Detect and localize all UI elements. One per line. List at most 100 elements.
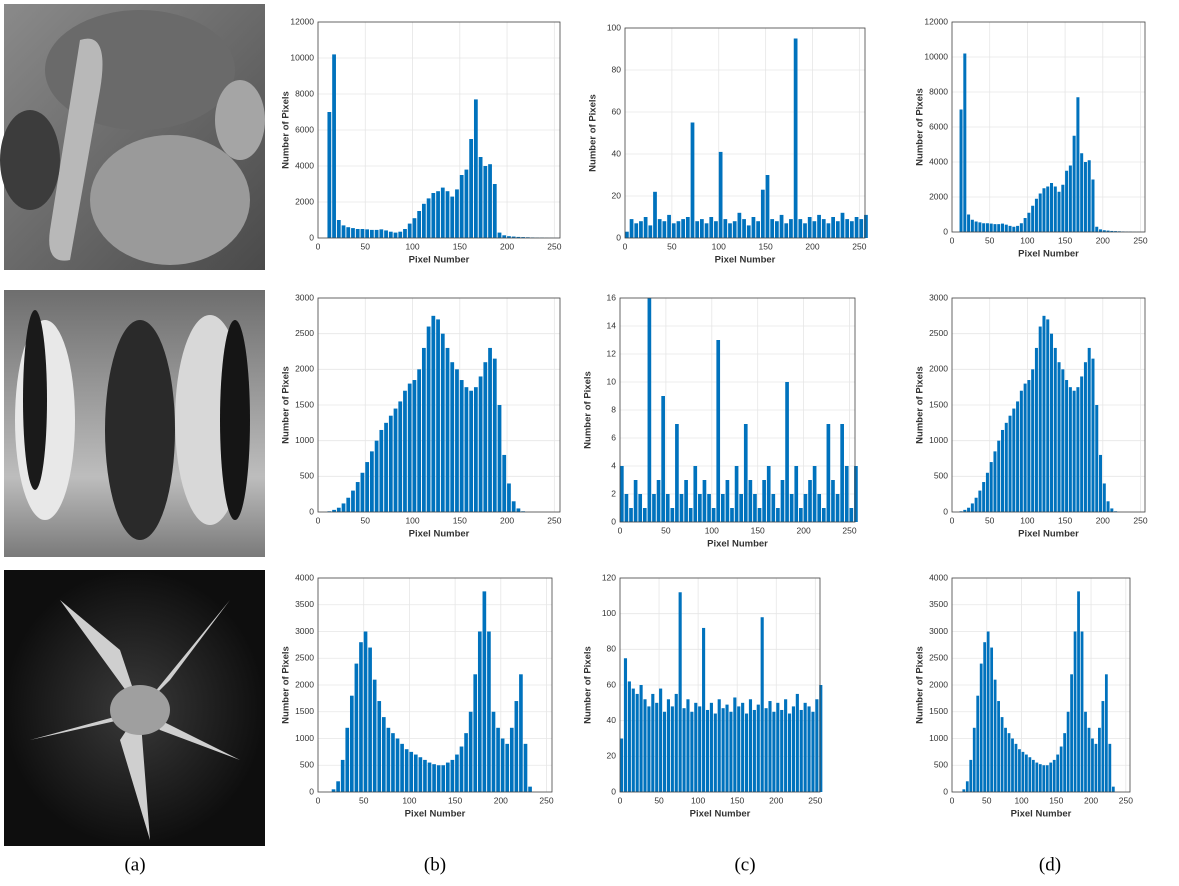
- x-axis-label: Pixel Number: [409, 255, 470, 266]
- bar: [826, 424, 831, 522]
- image-peppers: [0, 4, 265, 270]
- bar: [676, 221, 681, 238]
- bar: [1042, 188, 1046, 232]
- y-tick-label: 500: [934, 760, 948, 770]
- bar: [688, 508, 693, 522]
- x-tick-label: 150: [759, 241, 773, 251]
- bar: [483, 362, 488, 512]
- bar: [436, 191, 440, 238]
- bar: [756, 704, 760, 792]
- bar: [720, 494, 725, 522]
- bar: [985, 472, 989, 512]
- bar: [1083, 162, 1087, 232]
- bar: [690, 711, 694, 792]
- y-axis-label: Number of Pixels: [915, 646, 926, 724]
- y-tick-label: 500: [300, 471, 314, 481]
- panel-label: (c): [734, 854, 755, 875]
- bar: [1007, 733, 1011, 792]
- y-tick-label: 40: [612, 148, 622, 158]
- x-tick-label: 200: [1084, 795, 1098, 805]
- bar: [967, 507, 971, 512]
- x-tick-label: 100: [1020, 515, 1034, 525]
- bar: [698, 706, 702, 792]
- bar: [787, 713, 792, 792]
- bar: [469, 390, 474, 512]
- bar: [993, 224, 997, 232]
- bar: [1095, 405, 1099, 512]
- bar: [374, 440, 379, 512]
- bar: [739, 494, 744, 522]
- bar: [969, 759, 973, 792]
- y-tick-label: 2: [611, 488, 616, 498]
- bar: [737, 706, 741, 792]
- y-axis-label: Number of Pixels: [915, 88, 926, 166]
- bar: [377, 701, 382, 792]
- bar: [507, 236, 511, 238]
- bar: [815, 699, 819, 792]
- bar: [1034, 198, 1038, 232]
- y-tick-label: 2500: [295, 653, 314, 663]
- panel-label: (a): [124, 854, 145, 875]
- bar: [386, 727, 391, 792]
- bar: [716, 340, 721, 522]
- bar: [670, 706, 674, 792]
- bar: [365, 229, 370, 238]
- bar: [1050, 333, 1054, 512]
- axes-box: [951, 577, 1131, 793]
- bar: [819, 685, 823, 792]
- bar: [431, 193, 436, 238]
- bar: [835, 494, 840, 522]
- bar: [379, 229, 384, 238]
- x-tick-label: 150: [1049, 795, 1063, 805]
- bar: [365, 462, 370, 512]
- bar: [1049, 762, 1053, 792]
- bar: [354, 663, 359, 792]
- y-tick-label: 1500: [929, 706, 948, 716]
- bar: [993, 451, 997, 512]
- bar: [982, 482, 986, 512]
- x-tick-label: 100: [705, 525, 719, 535]
- histogram-chart: 0 2000 4000 6000 8000 10000 12000 0 50 100 150 200 2…: [915, 16, 1148, 259]
- bar: [807, 706, 811, 792]
- bar: [488, 164, 492, 238]
- bar: [674, 693, 678, 792]
- y-tick-label: 0: [611, 516, 616, 526]
- bar: [686, 699, 690, 792]
- bar: [647, 706, 651, 792]
- bar: [647, 298, 652, 522]
- bar: [1091, 738, 1094, 792]
- bar: [1004, 727, 1007, 792]
- bar: [1004, 224, 1008, 232]
- y-tick-label: 10000: [290, 52, 314, 62]
- bar: [1050, 183, 1054, 232]
- bar: [700, 219, 704, 238]
- bar: [372, 679, 377, 792]
- bar: [698, 494, 702, 522]
- bar: [974, 497, 978, 512]
- y-tick-label: 100: [607, 22, 621, 32]
- bar: [1057, 362, 1061, 512]
- bar: [794, 466, 799, 522]
- bar: [723, 219, 728, 238]
- histogram-chart: 0 2 4 6 8 10 12 14 16 0 50 100 150 200 250 Pixel Number…: [583, 292, 858, 550]
- bar: [746, 225, 751, 238]
- x-tick-label: 100: [405, 515, 419, 525]
- bar: [643, 699, 647, 792]
- bar: [695, 221, 700, 238]
- y-axis-label: Number of Pixels: [583, 371, 594, 449]
- bar: [704, 223, 709, 238]
- bar: [1012, 408, 1016, 512]
- y-tick-label: 10000: [924, 51, 948, 61]
- y-tick-label: 6: [611, 432, 616, 442]
- bar: [379, 429, 384, 512]
- bar: [1038, 193, 1042, 232]
- x-axis-label: Pixel Number: [707, 539, 768, 550]
- bar: [678, 592, 682, 792]
- bar: [785, 382, 789, 522]
- bar: [516, 508, 521, 512]
- bar: [725, 704, 729, 792]
- bar: [1072, 135, 1076, 232]
- y-tick-label: 8: [611, 404, 616, 414]
- bar: [1102, 230, 1106, 232]
- bar: [624, 494, 629, 522]
